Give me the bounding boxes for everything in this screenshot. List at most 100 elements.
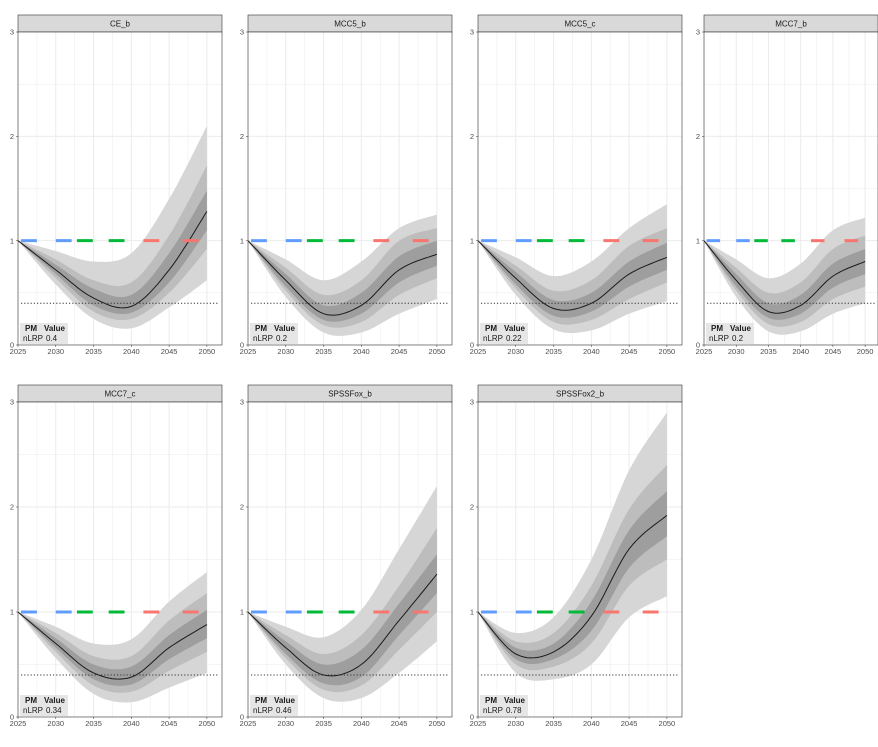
y-tick-label: 0 xyxy=(240,713,244,722)
pm-table-header-value: Value xyxy=(44,696,65,705)
x-tick-label: 2025 xyxy=(10,719,27,728)
y-tick-label: 3 xyxy=(240,28,244,37)
y-tick-label: 2 xyxy=(240,503,244,512)
panel-plot-area xyxy=(478,32,682,345)
pm-table-header-value: Value xyxy=(504,324,525,333)
pm-table-header-value: Value xyxy=(274,324,295,333)
x-tick-label: 2025 xyxy=(470,347,487,356)
pm-table-header-pm: PM xyxy=(255,696,267,705)
pm-table-header-pm: PM xyxy=(25,696,37,705)
y-tick-label: 3 xyxy=(470,398,474,407)
median-line xyxy=(248,573,438,677)
x-tick-label: 2025 xyxy=(240,719,257,728)
pm-table-label: nLRP xyxy=(253,334,273,343)
x-tick-label: 2035 xyxy=(315,347,332,356)
y-tick-label: 1 xyxy=(10,236,14,245)
y-tick-label: 2 xyxy=(10,132,14,141)
median-line xyxy=(704,240,866,314)
x-tick-label: 2045 xyxy=(391,719,408,728)
x-tick-label: 2040 xyxy=(353,347,370,356)
pm-table-header-value: Value xyxy=(504,696,525,705)
y-tick-label: 3 xyxy=(10,398,14,407)
x-tick-label: 2040 xyxy=(792,347,809,356)
x-tick-label: 2035 xyxy=(85,347,102,356)
interval-band-outer xyxy=(478,412,667,681)
x-tick-label: 2050 xyxy=(199,347,216,356)
x-tick-label: 2050 xyxy=(857,347,874,356)
y-tick-label: 2 xyxy=(470,503,474,512)
y-tick-label: 3 xyxy=(696,28,700,37)
median-line xyxy=(18,211,208,309)
x-tick-label: 2030 xyxy=(507,347,524,356)
pm-table-background xyxy=(480,323,528,344)
pm-table-header-pm: PM xyxy=(25,324,37,333)
pm-table-background xyxy=(250,323,298,344)
y-tick-label: 0 xyxy=(10,713,14,722)
panel-border xyxy=(17,31,223,346)
x-tick-label: 2040 xyxy=(353,719,370,728)
pm-table-value: 0.78 xyxy=(506,706,522,715)
y-tick-label: 0 xyxy=(240,341,244,350)
x-tick-label: 2035 xyxy=(315,719,332,728)
interval-band-middle xyxy=(18,593,207,693)
pm-table-header-pm: PM xyxy=(485,324,497,333)
x-tick-label: 2025 xyxy=(470,719,487,728)
pm-table-value: 0.2 xyxy=(732,334,744,343)
interval-band-middle xyxy=(704,235,866,327)
x-tick-label: 2030 xyxy=(47,719,64,728)
pm-table-value: 0.46 xyxy=(276,706,292,715)
interval-band-inner xyxy=(478,240,667,318)
strip-label: MCC5_b xyxy=(334,20,366,29)
x-tick-label: 2040 xyxy=(123,347,140,356)
interval-band-inner xyxy=(18,190,207,314)
x-tick-label: 2045 xyxy=(391,347,408,356)
pm-table-value: 0.22 xyxy=(506,334,522,343)
interval-band-inner xyxy=(478,491,667,664)
pm-table-label: nLRP xyxy=(23,706,43,715)
pm-table-background xyxy=(706,323,754,344)
y-tick-label: 0 xyxy=(470,713,474,722)
pm-table-header-value: Value xyxy=(274,696,295,705)
panel-plot-area xyxy=(248,402,452,717)
pm-table-label: nLRP xyxy=(253,706,273,715)
x-tick-label: 2040 xyxy=(583,347,600,356)
x-tick-label: 2035 xyxy=(545,719,562,728)
x-tick-label: 2030 xyxy=(728,347,745,356)
x-tick-label: 2030 xyxy=(507,719,524,728)
x-tick-label: 2035 xyxy=(760,347,777,356)
pm-table-header-pm: PM xyxy=(711,324,723,333)
y-tick-label: 2 xyxy=(470,132,474,141)
x-tick-label: 2025 xyxy=(10,347,27,356)
x-tick-label: 2050 xyxy=(429,719,446,728)
panel-border xyxy=(17,401,223,718)
pm-table-label: nLRP xyxy=(483,334,503,343)
panel-border xyxy=(247,31,453,346)
interval-band-middle xyxy=(478,228,667,325)
pm-table-value: 0.4 xyxy=(46,334,58,343)
panel-plot-area xyxy=(478,402,682,717)
pm-table-label: nLRP xyxy=(483,706,503,715)
panel-plot-area xyxy=(18,32,222,345)
interval-band-middle xyxy=(248,228,437,328)
y-tick-label: 1 xyxy=(696,236,700,245)
y-tick-label: 3 xyxy=(10,28,14,37)
x-tick-label: 2035 xyxy=(545,347,562,356)
x-tick-label: 2040 xyxy=(123,719,140,728)
median-line xyxy=(478,515,668,659)
x-tick-label: 2050 xyxy=(199,719,216,728)
panel-plot-area xyxy=(704,32,878,345)
pm-table-value: 0.2 xyxy=(276,334,288,343)
strip-label: MCC5_c xyxy=(564,20,595,29)
x-tick-label: 2025 xyxy=(240,347,257,356)
pm-table-background xyxy=(20,695,68,716)
y-tick-label: 3 xyxy=(240,398,244,407)
pm-table-header-pm: PM xyxy=(255,324,267,333)
pm-table-background xyxy=(250,695,298,716)
